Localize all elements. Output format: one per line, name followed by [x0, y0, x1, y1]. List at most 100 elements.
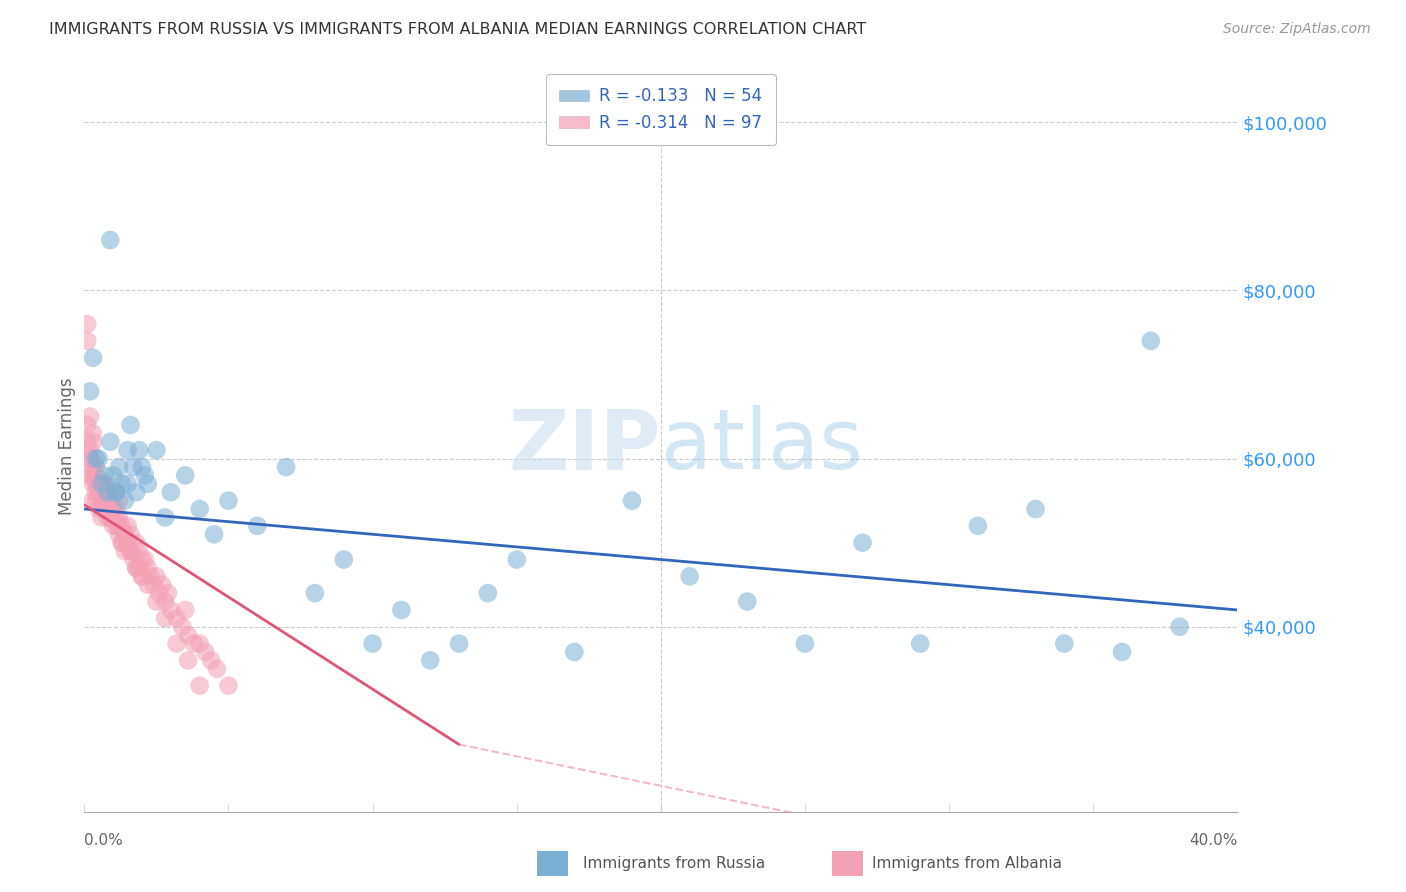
Point: [96, 485, 118, 500]
Point: [177, 653, 200, 667]
Point: [90, 493, 112, 508]
Point: [188, 679, 211, 693]
Point: [79, 443, 101, 458]
Point: [794, 636, 817, 650]
Point: [98, 434, 121, 449]
Point: [145, 594, 167, 608]
Point: [103, 502, 125, 516]
Point: [160, 603, 183, 617]
Point: [218, 493, 240, 508]
Point: [82, 460, 104, 475]
Point: [202, 527, 225, 541]
Point: [114, 493, 136, 508]
Point: [136, 578, 159, 592]
Point: [98, 233, 121, 247]
Point: [84, 468, 107, 483]
Point: [79, 451, 101, 466]
Point: [84, 493, 107, 508]
Point: [87, 485, 110, 500]
Point: [84, 451, 107, 466]
Point: [125, 535, 148, 549]
Point: [1140, 334, 1163, 348]
Point: [447, 636, 470, 650]
Point: [166, 611, 188, 625]
Point: [122, 460, 145, 475]
Point: [120, 544, 142, 558]
Point: [87, 476, 110, 491]
Point: [160, 485, 183, 500]
Point: [96, 502, 118, 516]
Point: [87, 451, 110, 466]
Point: [111, 535, 134, 549]
Point: [218, 679, 240, 693]
Point: [174, 603, 197, 617]
Point: [117, 443, 139, 458]
Point: [131, 569, 153, 583]
Point: [145, 569, 167, 583]
Point: [183, 636, 205, 650]
Point: [1025, 502, 1047, 516]
Text: Immigrants from Russia: Immigrants from Russia: [583, 856, 766, 871]
Point: [76, 434, 98, 449]
Text: ZIP: ZIP: [509, 406, 661, 486]
Point: [304, 586, 326, 600]
Point: [93, 493, 115, 508]
Point: [131, 460, 153, 475]
Point: [153, 611, 176, 625]
Point: [93, 476, 115, 491]
Point: [125, 485, 148, 500]
Point: [93, 468, 115, 483]
Point: [621, 493, 644, 508]
Point: [90, 476, 112, 491]
Point: [136, 476, 159, 491]
Point: [1111, 645, 1133, 659]
Text: IMMIGRANTS FROM RUSSIA VS IMMIGRANTS FROM ALBANIA MEDIAN EARNINGS CORRELATION CH: IMMIGRANTS FROM RUSSIA VS IMMIGRANTS FRO…: [49, 22, 866, 37]
Point: [76, 417, 98, 432]
Point: [103, 485, 125, 500]
Point: [93, 476, 115, 491]
Point: [564, 645, 586, 659]
Point: [131, 569, 153, 583]
Point: [111, 519, 134, 533]
Point: [145, 443, 167, 458]
Point: [79, 384, 101, 399]
Point: [477, 586, 499, 600]
Point: [90, 476, 112, 491]
Point: [114, 527, 136, 541]
Point: [908, 636, 931, 650]
Point: [96, 493, 118, 508]
Point: [82, 493, 104, 508]
Point: [117, 535, 139, 549]
Text: atlas: atlas: [661, 406, 862, 486]
Point: [188, 502, 211, 516]
Point: [166, 636, 188, 650]
Point: [205, 662, 228, 676]
Point: [98, 510, 121, 524]
Point: [98, 493, 121, 508]
Point: [108, 460, 131, 475]
Point: [419, 653, 441, 667]
Point: [1053, 636, 1076, 650]
Point: [108, 493, 131, 508]
Point: [90, 485, 112, 500]
Point: [153, 594, 176, 608]
Point: [114, 544, 136, 558]
Text: Source: ZipAtlas.com: Source: ZipAtlas.com: [1223, 22, 1371, 37]
Point: [332, 552, 354, 566]
Point: [134, 468, 156, 483]
Point: [117, 519, 139, 533]
Point: [76, 317, 98, 331]
Point: [105, 510, 128, 524]
Point: [120, 544, 142, 558]
Point: [84, 460, 107, 475]
Legend: R = -0.133   N = 54, R = -0.314   N = 97: R = -0.133 N = 54, R = -0.314 N = 97: [546, 74, 776, 145]
Point: [87, 476, 110, 491]
Point: [96, 485, 118, 500]
Point: [105, 502, 128, 516]
Point: [246, 519, 269, 533]
Point: [105, 519, 128, 533]
Point: [82, 476, 104, 491]
Point: [1168, 620, 1191, 634]
Text: Immigrants from Albania: Immigrants from Albania: [872, 856, 1062, 871]
Point: [134, 552, 156, 566]
